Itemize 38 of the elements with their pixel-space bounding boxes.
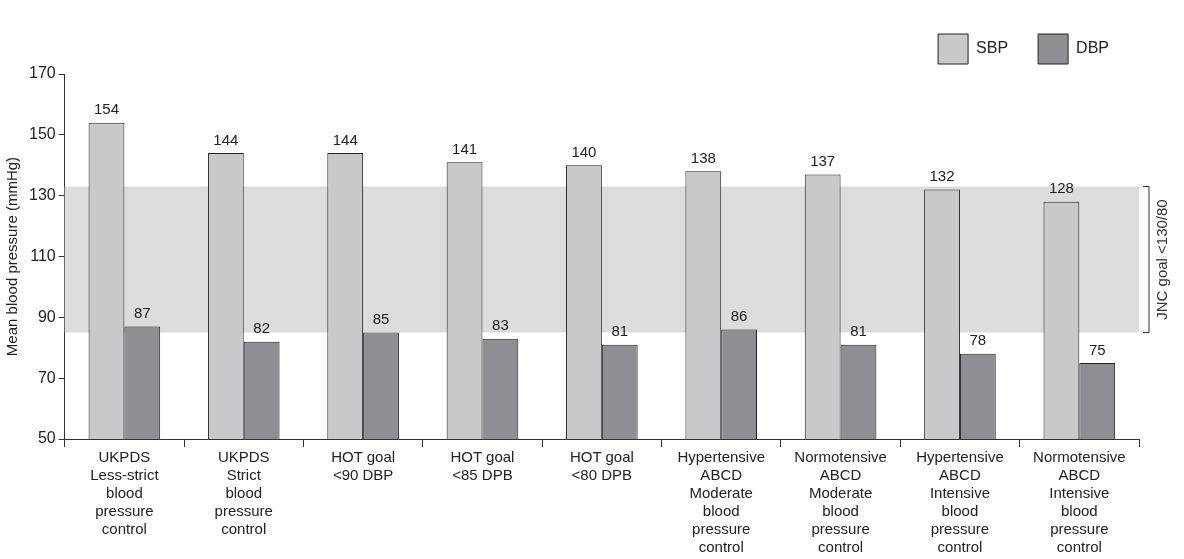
legend-label: DBP: [1076, 39, 1110, 57]
data-label: 138: [690, 148, 716, 166]
x-tick-label: Hypertensive ABCD Moderate blood pressure control: [677, 448, 765, 556]
data-label: 128: [1048, 179, 1074, 197]
data-label: 87: [133, 304, 151, 322]
y-tick-label: 170: [28, 64, 56, 82]
y-tick-label: 130: [28, 186, 56, 204]
data-label: 137: [810, 152, 836, 170]
legend-label: SBP: [976, 39, 1009, 57]
data-label: 154: [93, 100, 119, 118]
data-label: 75: [1088, 340, 1106, 358]
data-label: 141: [452, 139, 478, 157]
x-tick-label: HOT goal <85 DPB: [450, 448, 515, 484]
x-tick-label: UKPDS Strict blood pressure control: [214, 448, 273, 538]
x-tick-label: HOT goal <90 DBP: [331, 448, 396, 484]
x-tick-label: Normotensive ABCD Moderate blood pressure control: [794, 448, 887, 556]
x-tick-label: UKPDS Less-strict blood pressure control: [90, 448, 160, 538]
x-tick-label: HOT goal <80 DPB: [569, 448, 634, 484]
y-tick-label: 90: [37, 307, 56, 325]
data-label: 81: [611, 322, 629, 340]
y-tick-label: 70: [37, 368, 56, 386]
band-label: JNC goal <130/80: [1153, 199, 1171, 320]
data-label: 81: [850, 322, 867, 340]
data-label: 144: [332, 130, 358, 148]
data-label: 83: [492, 316, 509, 334]
data-label: 132: [929, 167, 955, 185]
data-label: 86: [730, 307, 748, 325]
y-tick-label: 150: [28, 125, 56, 143]
data-label: 144: [213, 130, 239, 148]
x-tick-label: Normotensive ABCD Intensive blood pressure control: [1033, 448, 1126, 556]
y-axis-title: Mean blood pressure (mmHg): [3, 156, 21, 357]
y-tick-label: 110: [30, 246, 56, 264]
data-label: 85: [372, 310, 390, 328]
y-tick-label: 50: [37, 429, 56, 447]
data-label: 78: [969, 331, 987, 349]
data-label: 140: [571, 142, 597, 160]
data-label: 82: [253, 319, 270, 337]
x-tick-label: Hypertensive ABCD Intensive blood pressure control: [916, 448, 1004, 556]
